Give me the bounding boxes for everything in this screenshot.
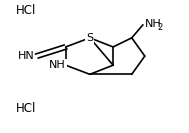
Text: HCl: HCl <box>16 4 37 17</box>
Text: NH: NH <box>49 60 66 70</box>
Text: NH: NH <box>145 19 162 29</box>
Text: HN: HN <box>18 51 35 61</box>
Text: S: S <box>86 33 93 43</box>
Text: HCl: HCl <box>16 102 37 115</box>
Text: 2: 2 <box>157 23 163 32</box>
